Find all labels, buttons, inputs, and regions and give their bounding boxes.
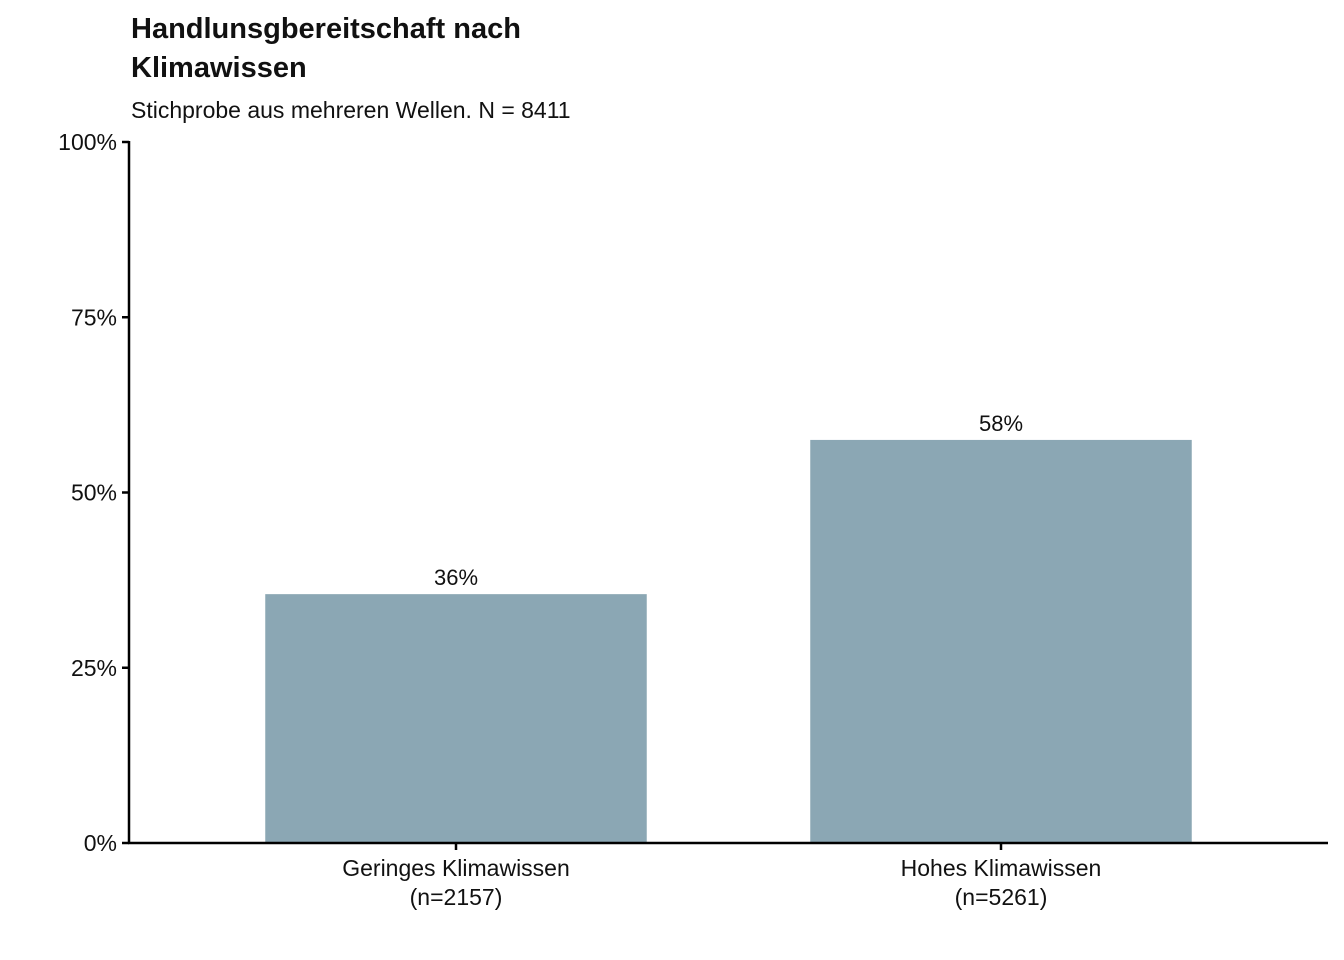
chart-title: Handlunsgbereitschaft nach Klimawissen bbox=[131, 13, 521, 84]
x-axis: Geringes Klimawissen (n=2157) Hohes Klimaw… bbox=[128, 841, 1328, 910]
x-tick-label: (n=2157) bbox=[410, 884, 503, 910]
bars-group bbox=[265, 439, 1192, 843]
y-tick-label: 50% bbox=[71, 480, 117, 506]
bar-2 bbox=[810, 439, 1192, 843]
x-tick-label: Geringes Klimawissen bbox=[342, 855, 570, 881]
y-tick-label: 100% bbox=[58, 129, 117, 155]
x-tick-label: (n=5261) bbox=[955, 884, 1048, 910]
bar-1 bbox=[265, 594, 647, 843]
y-tick-label: 25% bbox=[71, 655, 117, 681]
bar-value-label: 58% bbox=[979, 411, 1023, 436]
y-tick-label: 0% bbox=[84, 830, 117, 856]
bar-value-label: 36% bbox=[434, 565, 478, 590]
y-axis: 0% 25% 50% 75% 100% bbox=[58, 129, 131, 856]
data-labels-group: 36% 58% bbox=[434, 411, 1023, 590]
chart-subtitle: Stichprobe aus mehreren Wellen. N = 8411 bbox=[131, 97, 571, 123]
x-tick-label: Hohes Klimawissen bbox=[901, 855, 1102, 881]
y-tick-label: 75% bbox=[71, 304, 117, 330]
